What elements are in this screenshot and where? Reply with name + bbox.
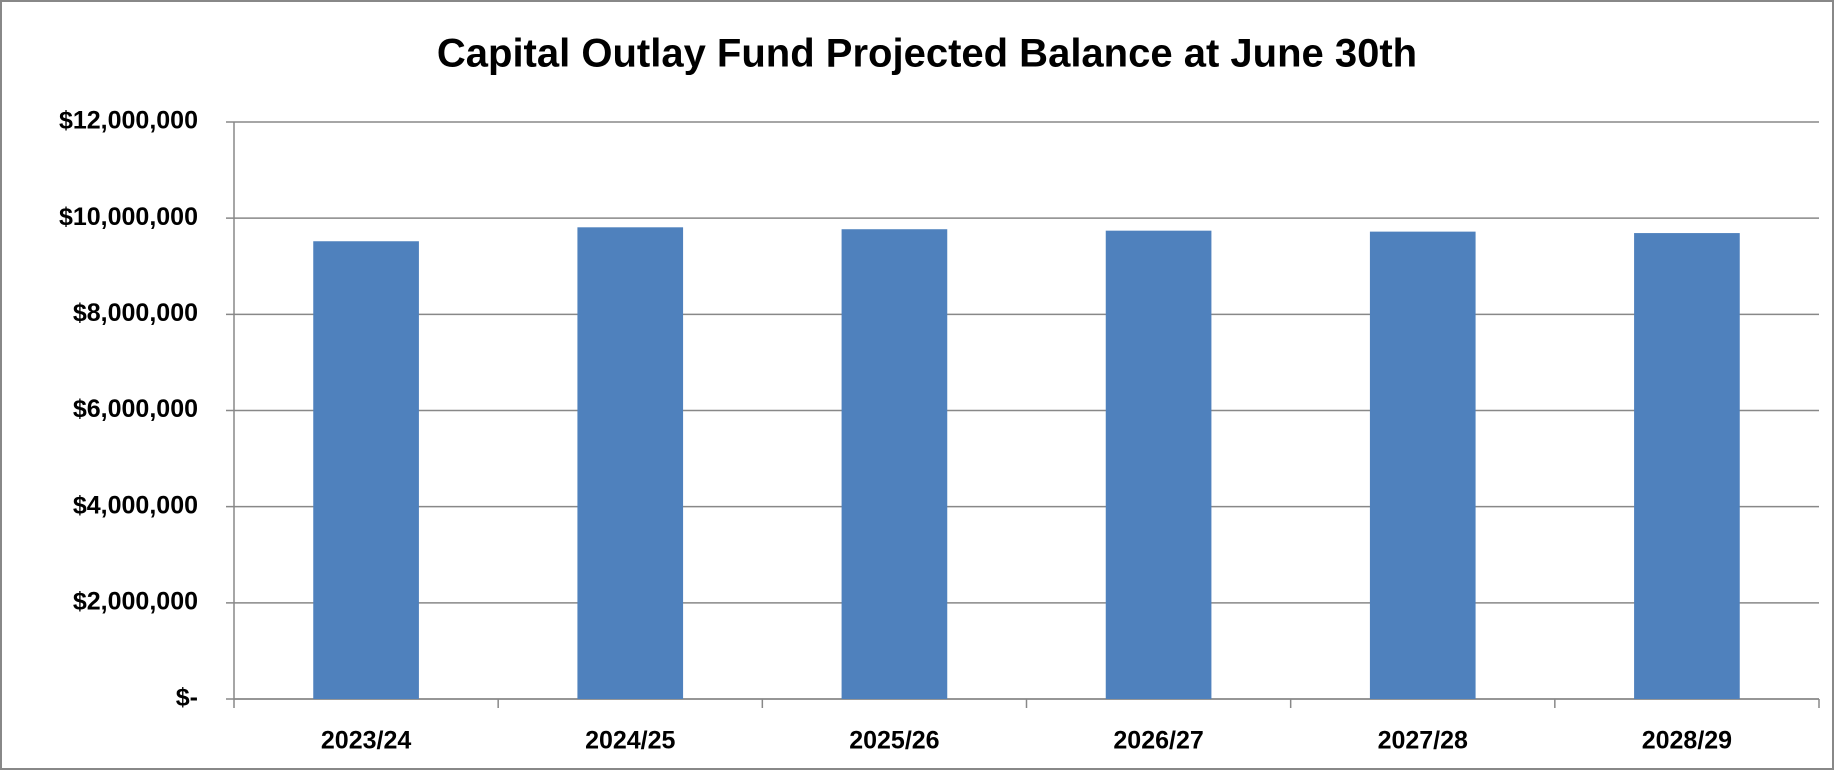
x-tick-label: 2024/25	[585, 727, 675, 755]
y-tick-label: $-	[176, 684, 198, 712]
bar	[841, 229, 948, 699]
bar	[577, 227, 684, 700]
x-tick-label: 2026/27	[1113, 727, 1203, 755]
y-tick-label: $4,000,000	[73, 491, 198, 519]
x-tick-label: 2023/24	[321, 727, 411, 755]
bar	[1105, 230, 1212, 699]
bar	[1369, 231, 1476, 699]
y-tick-label: $12,000,000	[59, 107, 198, 135]
bar	[1634, 233, 1740, 699]
x-tick-label: 2028/29	[1642, 727, 1732, 755]
bar	[313, 241, 419, 699]
chart-title: Capital Outlay Fund Projected Balance at…	[437, 32, 1417, 76]
y-tick-label: $10,000,000	[59, 203, 198, 231]
y-tick-label: $8,000,000	[73, 299, 198, 327]
x-tick-label: 2027/28	[1378, 727, 1468, 755]
y-tick-label: $6,000,000	[73, 395, 198, 423]
x-tick-label: 2025/26	[849, 727, 939, 755]
y-tick-label: $2,000,000	[73, 587, 198, 615]
